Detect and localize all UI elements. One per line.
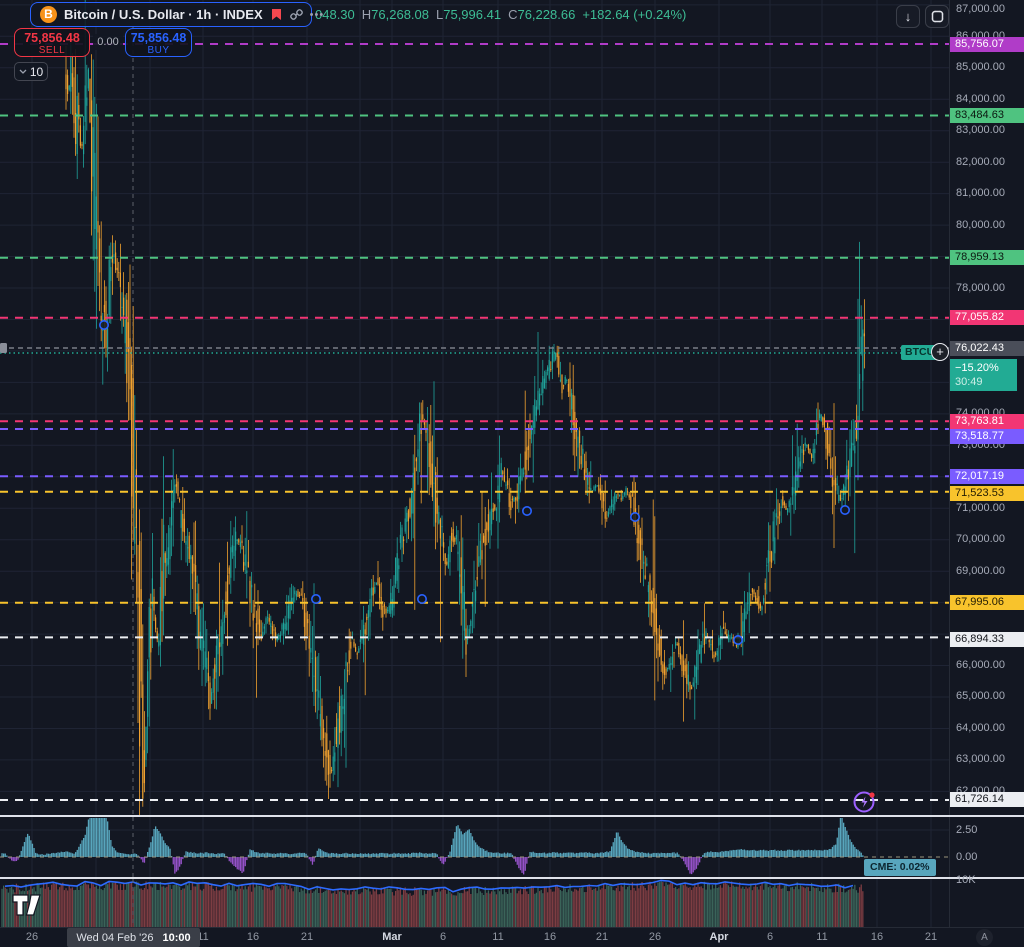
price-tick: 82,000.00 xyxy=(956,155,1005,168)
price-tick: 85,000.00 xyxy=(956,61,1005,74)
pane-scale-label: 2.50 xyxy=(956,823,978,836)
chevron-down-icon xyxy=(19,69,27,74)
sell-label: SELL xyxy=(38,45,66,56)
quantity-value: 10 xyxy=(29,64,44,79)
time-tick: 11 xyxy=(816,931,828,943)
buy-price: 75,856.48 xyxy=(130,31,187,45)
alert-price-label[interactable]: 85,756.07 xyxy=(950,36,1024,52)
time-tick: 26 xyxy=(648,931,662,943)
price-tick: 87,000.00 xyxy=(956,2,1005,15)
ohlc-value: 75,996.41 xyxy=(443,7,502,22)
alert-price-label[interactable]: 77,055.82 xyxy=(950,310,1024,326)
more-icon[interactable]: ••• xyxy=(309,8,325,21)
alert-price-label[interactable]: 83,484.63 xyxy=(950,107,1024,123)
price-tick: 80,000.00 xyxy=(956,218,1005,231)
price-tick: 81,000.00 xyxy=(956,187,1005,200)
spread-value: 0.00 xyxy=(93,34,123,50)
price-tick: 84,000.00 xyxy=(956,92,1005,105)
flag-icon[interactable] xyxy=(270,8,283,21)
countdown-box: −15.20% 30:49 xyxy=(950,359,1017,391)
fullscreen-icon[interactable] xyxy=(925,5,949,28)
symbol-title: Bitcoin / U.S. Dollar · 1h · INDEX xyxy=(64,7,263,22)
pane-scale-label: 10K xyxy=(956,873,976,886)
price-axis-separator xyxy=(949,0,950,947)
time-tick: 16 xyxy=(246,931,260,943)
volume-pane[interactable] xyxy=(0,879,949,927)
time-tick: 6 xyxy=(766,931,774,943)
lightning-icon[interactable] xyxy=(852,789,877,814)
price-tick: 83,000.00 xyxy=(956,124,1005,137)
ohlc-readout: 048.30 H76,268.08 L75,996.41 C76,228.66 +182… xyxy=(315,7,693,22)
ohlc-key: H xyxy=(361,7,372,22)
download-icon[interactable]: ↓ xyxy=(896,5,920,28)
time-tick: 11 xyxy=(492,931,504,943)
time-tick: 26 xyxy=(25,931,39,943)
ohlc-key: L xyxy=(436,7,444,22)
bar-countdown: 30:49 xyxy=(955,376,983,388)
price-tick: 66,000.00 xyxy=(956,659,1005,672)
ohlc-value: 76,268.08 xyxy=(371,7,429,22)
time-tick: 16 xyxy=(543,931,557,943)
pane-scale-label: 0.00 xyxy=(956,850,978,863)
alert-price-label[interactable]: 78,959.13 xyxy=(950,250,1024,266)
quantity-dropdown[interactable]: 10 xyxy=(14,62,48,81)
alert-price-label[interactable]: 66,894.33 xyxy=(950,631,1024,647)
alert-price-label[interactable]: 61,726.14 xyxy=(950,792,1024,808)
alert-price-label[interactable]: 73,518.77 xyxy=(950,429,1024,445)
alert-price-label[interactable]: 67,995.06 xyxy=(950,595,1024,611)
ohlc-value: +182.64 (+0.24%) xyxy=(582,7,687,22)
price-tick: 64,000.00 xyxy=(956,721,1005,734)
alert-price-label[interactable]: 71,523.53 xyxy=(950,486,1024,502)
pane-divider[interactable] xyxy=(0,877,1024,879)
main-price-pane[interactable] xyxy=(0,0,949,815)
link-icon[interactable] xyxy=(289,8,303,21)
tooltip-date: Wed 04 Feb '26 xyxy=(76,931,154,944)
time-tick: 11 xyxy=(197,931,209,943)
price-tick: 65,000.00 xyxy=(956,690,1005,703)
buy-button[interactable]: 75,856.48 BUY xyxy=(125,28,192,57)
time-tick: 21 xyxy=(595,931,609,943)
price-axis[interactable]: 87,000.0086,000.0085,000.0084,000.0083,0… xyxy=(950,0,1024,928)
time-axis-separator xyxy=(0,927,1024,928)
tradingview-logo[interactable] xyxy=(12,892,46,919)
price-tick: 69,000.00 xyxy=(956,564,1005,577)
price-tick: 63,000.00 xyxy=(956,753,1005,766)
time-tick: 21 xyxy=(300,931,314,943)
price-tick: 71,000.00 xyxy=(956,501,1005,514)
oscillator-pane[interactable] xyxy=(0,817,949,877)
ohlc-value: 048.30 xyxy=(315,7,355,22)
ohlc-key: C xyxy=(508,7,518,22)
time-axis[interactable]: 26 11 16 21 Mar 6 11 16 21 26 Apr 6 11 16 21 Wed 04 Feb… xyxy=(0,928,1024,947)
position-tag[interactable]: BTCU xyxy=(901,345,939,360)
symbol-pill[interactable]: B Bitcoin / U.S. Dollar · 1h · INDEX ••• xyxy=(30,2,323,27)
indicator-value-tag: CME: 0.02% xyxy=(864,859,936,876)
time-tick: Mar xyxy=(382,931,402,943)
tooltip-time: 10:00 xyxy=(162,931,191,944)
sell-price: 75,856.48 xyxy=(24,31,80,45)
pane-divider[interactable] xyxy=(0,815,1024,817)
price-tick: 70,000.00 xyxy=(956,533,1005,546)
change-percent: −15.20% xyxy=(955,362,999,374)
buy-label: BUY xyxy=(147,45,170,56)
plus-icon[interactable]: + xyxy=(931,343,949,361)
time-tick: Apr xyxy=(709,931,729,943)
time-tick: 6 xyxy=(439,931,447,943)
alert-price-label[interactable]: 73,763.81 xyxy=(950,413,1024,429)
ohlc-value: 76,228.66 xyxy=(517,7,576,22)
current-price-label: 76,022.43 xyxy=(950,340,1024,356)
alert-price-label[interactable]: 72,017.19 xyxy=(950,468,1024,484)
sell-button[interactable]: 75,856.48 SELL xyxy=(14,28,90,57)
crosshair-time-tooltip: Wed 04 Feb '26 10:00 xyxy=(67,928,200,947)
price-tick: 78,000.00 xyxy=(956,281,1005,294)
bitcoin-icon: B xyxy=(40,6,57,23)
time-tick: 16 xyxy=(870,931,884,943)
auto-scale-button[interactable]: A xyxy=(976,929,993,946)
time-tick: 21 xyxy=(924,931,938,943)
